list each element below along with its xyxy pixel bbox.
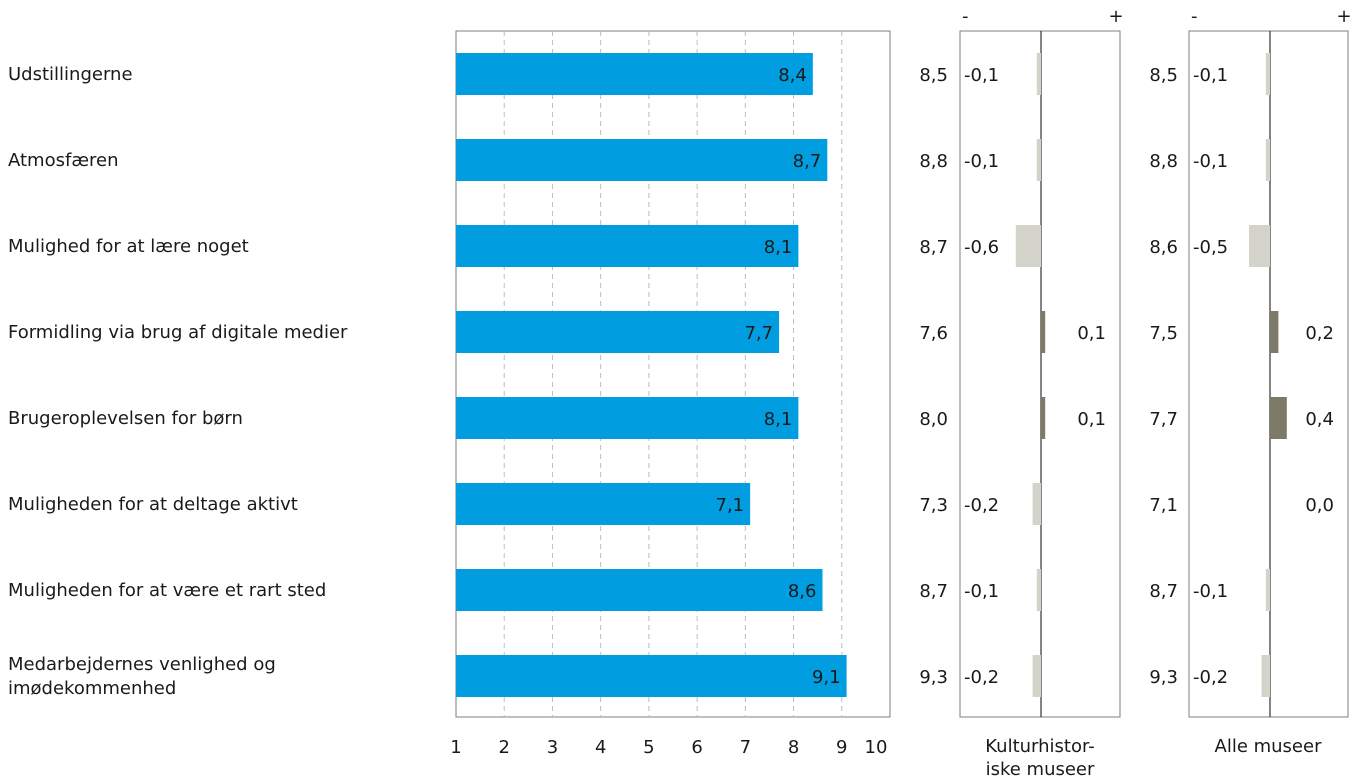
bar-value-label: 7,7 <box>744 323 773 344</box>
difference-label: -0,1 <box>1193 581 1228 602</box>
difference-label: 0,2 <box>1305 323 1334 344</box>
difference-bar <box>1041 311 1046 353</box>
bar <box>456 483 751 525</box>
difference-bar <box>1032 655 1041 697</box>
difference-label: -0,1 <box>964 151 999 172</box>
x-tick-label: 10 <box>865 737 888 758</box>
benchmark-value: 8,0 <box>919 409 948 430</box>
category-label: Udstillingerne <box>8 64 133 85</box>
difference-label: -0,2 <box>1193 667 1228 688</box>
benchmark-value: 7,3 <box>919 495 948 516</box>
difference-label: -0,6 <box>964 237 999 258</box>
minus-label: - <box>962 6 969 27</box>
bar <box>456 655 847 697</box>
comparison-frame <box>959 30 1121 718</box>
difference-label: 0,0 <box>1305 495 1334 516</box>
benchmark-value: 8,8 <box>919 151 948 172</box>
category-label: Formidling via brug af digitale medier <box>8 322 348 343</box>
difference-label: 0,1 <box>1077 323 1106 344</box>
difference-label: -0,5 <box>1193 237 1228 258</box>
bar <box>456 311 780 353</box>
bar-value-label: 8,7 <box>793 151 822 172</box>
difference-label: -0,2 <box>964 667 999 688</box>
x-tick-label: 7 <box>740 737 751 758</box>
bar <box>456 397 799 439</box>
minus-label: - <box>1191 6 1198 27</box>
plus-label: + <box>1336 6 1351 27</box>
plot-frame <box>455 30 891 718</box>
difference-bar <box>1261 655 1270 697</box>
comparison-caption: Kulturhistor- <box>985 736 1094 757</box>
comparison-frame <box>1188 30 1349 718</box>
bar-value-label: 7,1 <box>716 495 745 516</box>
bar <box>456 53 813 95</box>
difference-bar <box>1015 225 1041 267</box>
bar-value-label: 8,1 <box>764 237 793 258</box>
benchmark-value: 8,6 <box>1149 237 1178 258</box>
difference-bar <box>1265 53 1270 95</box>
bar <box>456 569 823 611</box>
x-tick-label: 5 <box>643 737 654 758</box>
bar-value-label: 8,4 <box>778 65 807 86</box>
bar-value-label: 9,1 <box>812 667 841 688</box>
benchmark-value: 9,3 <box>1149 667 1178 688</box>
difference-bar <box>1270 311 1279 353</box>
category-label: Mulighed for at lære noget <box>8 236 249 257</box>
x-tick-label: 1 <box>450 737 461 758</box>
benchmark-value: 9,3 <box>919 667 948 688</box>
category-label: Muligheden for at deltage aktivt <box>8 494 298 515</box>
x-tick-label: 3 <box>547 737 558 758</box>
difference-bar <box>1265 569 1270 611</box>
category-label: Medarbejdernes venlighed og <box>8 654 276 675</box>
difference-label: -0,1 <box>1193 151 1228 172</box>
comparison-caption: iske museer <box>986 759 1095 779</box>
difference-bar <box>1036 139 1041 181</box>
difference-label: -0,1 <box>1193 65 1228 86</box>
x-tick-label: 6 <box>691 737 702 758</box>
benchmark-value: 8,7 <box>919 581 948 602</box>
difference-label: 0,4 <box>1305 409 1334 430</box>
difference-bar <box>1041 397 1046 439</box>
bar-value-label: 8,1 <box>764 409 793 430</box>
x-tick-label: 2 <box>498 737 509 758</box>
bar-value-label: 8,6 <box>788 581 817 602</box>
benchmark-value: 8,5 <box>1149 65 1178 86</box>
benchmark-value: 7,6 <box>919 323 948 344</box>
comparison-caption: Alle museer <box>1215 736 1323 757</box>
difference-label: -0,1 <box>964 65 999 86</box>
difference-bar <box>1036 53 1041 95</box>
category-label: Brugeroplevelsen for børn <box>8 408 243 429</box>
benchmark-value: 8,8 <box>1149 151 1178 172</box>
x-tick-label: 4 <box>595 737 606 758</box>
category-label: imødekommenhed <box>8 678 176 699</box>
category-label: Atmosfæren <box>8 150 118 171</box>
difference-bar <box>1036 569 1041 611</box>
x-tick-label: 8 <box>788 737 799 758</box>
category-label: Muligheden for at være et rart sted <box>8 580 326 601</box>
difference-label: -0,1 <box>964 581 999 602</box>
difference-label: 0,1 <box>1077 409 1106 430</box>
benchmark-value: 7,7 <box>1149 409 1178 430</box>
plus-label: + <box>1108 6 1123 27</box>
benchmark-value: 8,7 <box>1149 581 1178 602</box>
difference-bar <box>1032 483 1041 525</box>
benchmark-value: 8,7 <box>919 237 948 258</box>
difference-bar <box>1270 397 1287 439</box>
difference-label: -0,2 <box>964 495 999 516</box>
bar <box>456 139 828 181</box>
benchmark-value: 8,5 <box>919 65 948 86</box>
benchmark-value: 7,5 <box>1149 323 1178 344</box>
x-tick-label: 9 <box>836 737 847 758</box>
difference-bar <box>1265 139 1270 181</box>
bar <box>456 225 799 267</box>
difference-bar <box>1249 225 1270 267</box>
benchmark-value: 7,1 <box>1149 495 1178 516</box>
